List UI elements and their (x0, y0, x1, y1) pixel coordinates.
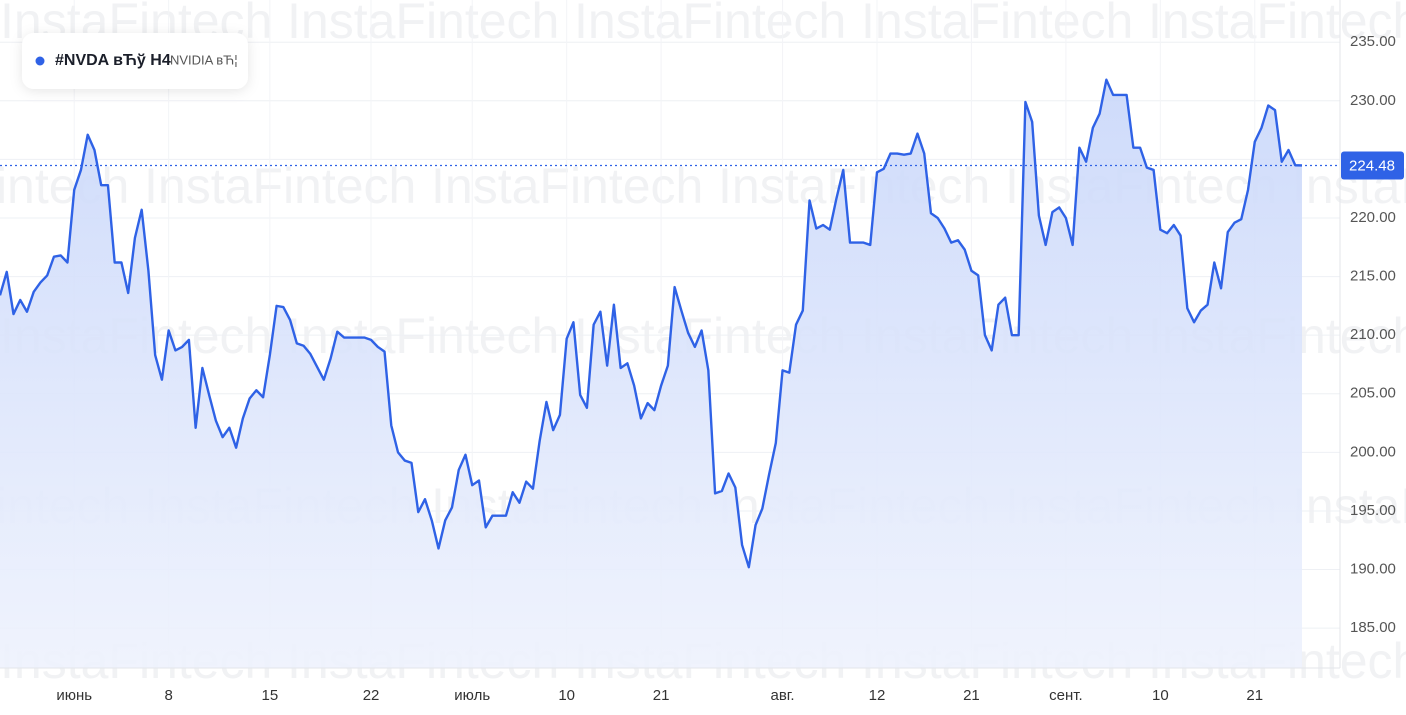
y-tick-label: 230.00 (1350, 92, 1396, 109)
watermark: InstaFintech (861, 0, 1133, 49)
x-tick-label: 21 (963, 687, 980, 704)
x-tick-label: 22 (363, 687, 380, 704)
x-tick-label: авг. (770, 687, 794, 704)
y-tick-label: 210.00 (1350, 326, 1396, 343)
x-tick-label: июль (454, 687, 490, 704)
x-tick-label: 21 (653, 687, 670, 704)
y-tick-label: 220.00 (1350, 209, 1396, 226)
x-tick-label: сент. (1049, 687, 1083, 704)
x-tick-label: 15 (262, 687, 279, 704)
x-tick-label: 8 (164, 687, 172, 704)
watermark: InstaFintech (431, 158, 703, 214)
y-tick-label: 190.00 (1350, 561, 1396, 578)
x-tick-label: июнь (56, 687, 92, 704)
x-tick-label: 12 (869, 687, 886, 704)
axes: 185.00 190.00 195.00 200.00 205.00 210.00 215.… (56, 33, 1404, 704)
x-tick-label: 10 (1152, 687, 1169, 704)
plot (0, 78, 1340, 668)
legend-subtitle: NVIDIA вЋ¦ (170, 52, 238, 67)
legend-box (22, 33, 248, 89)
watermark: InstaFintech (1148, 0, 1406, 49)
watermark: InstaFintech (287, 0, 559, 49)
y-tick-label: 205.00 (1350, 385, 1396, 402)
legend: #NVDA вЋў H4 NVIDIA вЋ¦ (22, 33, 248, 89)
legend-dot (35, 56, 45, 66)
x-tick-label: 10 (558, 687, 575, 704)
line (0, 78, 1303, 569)
watermark: InstaFintech (718, 158, 990, 214)
y-tick-label: 235.00 (1350, 33, 1396, 50)
watermark: InstaFintech (144, 158, 416, 214)
area (0, 79, 1302, 668)
x-tick-label: 21 (1246, 687, 1263, 704)
watermark: InstaFintech (1292, 478, 1406, 534)
last-price-box (1341, 151, 1404, 180)
legend-title: #NVDA вЋў H4 (55, 52, 171, 69)
y-tick-label: 200.00 (1350, 443, 1396, 460)
y-tick-label: 195.00 (1350, 502, 1396, 519)
y-tick-label: 185.00 (1350, 619, 1396, 636)
y-tick-label: 215.00 (1350, 268, 1396, 285)
watermark: InstaFintech (574, 0, 846, 49)
watermark: InstaFintech (287, 308, 559, 364)
last-price-label: 224.48 (1349, 157, 1395, 174)
